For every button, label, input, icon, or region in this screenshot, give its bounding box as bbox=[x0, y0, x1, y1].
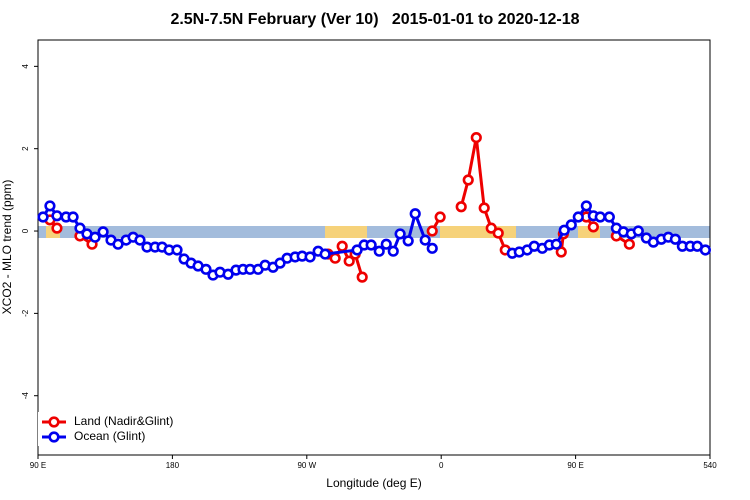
point bbox=[343, 255, 355, 267]
point bbox=[329, 252, 341, 264]
x-tick-label: 180 bbox=[166, 461, 180, 470]
point bbox=[373, 245, 385, 257]
point bbox=[365, 239, 377, 251]
point bbox=[699, 244, 711, 256]
x-axis-label: Longitude (deg E) bbox=[326, 476, 421, 490]
point bbox=[356, 271, 368, 283]
y-tick-label: -2 bbox=[21, 309, 30, 317]
point bbox=[492, 227, 504, 239]
point bbox=[470, 131, 482, 144]
point bbox=[594, 211, 606, 223]
legend-marker bbox=[48, 431, 60, 443]
point bbox=[51, 222, 63, 234]
point bbox=[336, 240, 348, 252]
x-tick-label: 0 bbox=[439, 461, 444, 470]
x-tick-label: 90 E bbox=[567, 461, 583, 470]
y-tick-label: 0 bbox=[21, 228, 30, 233]
point bbox=[580, 200, 592, 212]
point bbox=[603, 211, 615, 223]
point bbox=[51, 210, 63, 222]
point bbox=[37, 211, 49, 223]
point bbox=[558, 224, 570, 236]
legend-label: Land (Nadir&Glint) bbox=[74, 414, 173, 428]
point bbox=[623, 238, 635, 250]
point bbox=[462, 174, 474, 186]
point bbox=[587, 221, 599, 233]
point bbox=[319, 248, 331, 260]
legend-label: Ocean (Glint) bbox=[74, 429, 145, 443]
legend-marker bbox=[48, 416, 60, 428]
point bbox=[89, 231, 101, 243]
point bbox=[434, 211, 446, 223]
point bbox=[351, 244, 363, 256]
point bbox=[74, 222, 86, 234]
x-tick-label: 90 W bbox=[297, 461, 316, 470]
legend: Land (Nadir&Glint)Ocean (Glint) bbox=[38, 412, 188, 446]
point bbox=[572, 211, 584, 223]
point bbox=[44, 200, 56, 212]
x-tick-label: 540 bbox=[703, 461, 717, 470]
point bbox=[409, 208, 421, 220]
land-patch bbox=[440, 226, 516, 238]
point bbox=[426, 242, 438, 254]
point bbox=[67, 211, 79, 223]
land-patch bbox=[325, 226, 367, 238]
point bbox=[380, 238, 392, 250]
point bbox=[134, 234, 146, 246]
point bbox=[426, 225, 438, 237]
point bbox=[485, 222, 497, 234]
point bbox=[394, 228, 406, 240]
point bbox=[97, 226, 109, 238]
point bbox=[304, 251, 316, 263]
point bbox=[171, 244, 183, 256]
point bbox=[632, 225, 644, 237]
point bbox=[402, 235, 414, 247]
y-tick-label: -4 bbox=[21, 392, 30, 400]
point bbox=[669, 233, 681, 245]
y-tick-label: 4 bbox=[21, 64, 30, 69]
y-tick-label: 2 bbox=[21, 146, 30, 151]
point bbox=[478, 202, 490, 214]
point bbox=[550, 238, 562, 250]
legend-box bbox=[38, 412, 188, 446]
point bbox=[387, 245, 399, 257]
point bbox=[565, 219, 577, 231]
x-tick-label: 90 E bbox=[30, 461, 46, 470]
point bbox=[419, 234, 431, 246]
point bbox=[274, 257, 286, 269]
land-ocean-strip bbox=[38, 226, 710, 238]
point bbox=[555, 246, 567, 258]
point bbox=[455, 201, 467, 213]
y-axis-label: XCO2 - MLO trend (ppm) bbox=[0, 180, 14, 315]
ocean-strip bbox=[38, 226, 710, 238]
chart-title: 2.5N-7.5N February (Ver 10) 2015-01-01 t… bbox=[170, 11, 579, 28]
point bbox=[200, 263, 212, 275]
